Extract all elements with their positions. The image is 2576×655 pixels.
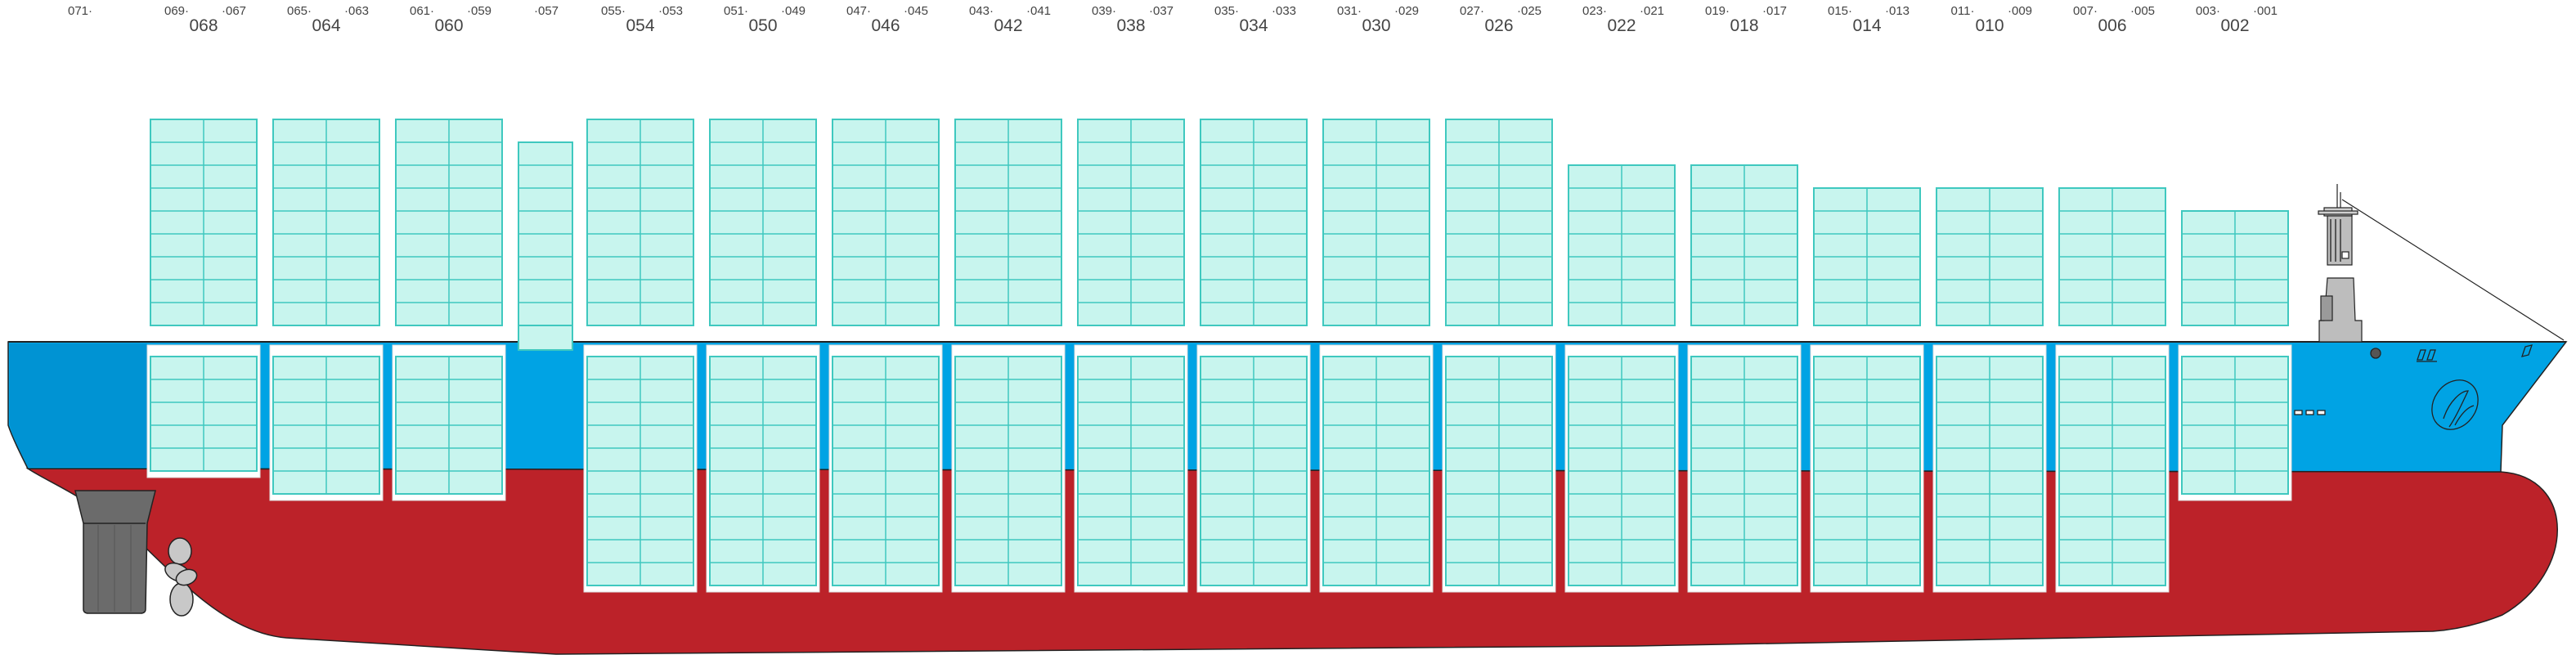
bay-label-stern: 071· — [68, 4, 92, 18]
hold-stack-006 — [2058, 356, 2166, 586]
bay-label-fore: 051· — [724, 4, 748, 18]
deck-stack-010 — [1936, 187, 2044, 326]
hold-stack-054 — [586, 356, 694, 586]
bay-label-even: 068 — [189, 16, 218, 35]
bay-label-fore: 039· — [1092, 4, 1116, 18]
bay-label-aft: ·037 — [1149, 4, 1174, 18]
bay-label-even: 054 — [626, 16, 654, 35]
bay-label-fore: 027· — [1460, 4, 1484, 18]
deck-stack-054 — [586, 119, 694, 326]
bay-label-fore: 043· — [969, 4, 994, 18]
bay-label-aft: ·001 — [2253, 4, 2278, 18]
hold-stack-038 — [1077, 356, 1185, 586]
bay-labels: 069· ·067 068 065· ·063 064 061· ·059 060 055· ·05… — [68, 4, 2278, 35]
bay-label-even: 064 — [312, 16, 340, 35]
deck-stack-034 — [1200, 119, 1308, 326]
hold-stack-010 — [1936, 356, 2044, 586]
bay-label-fore: 035· — [1214, 4, 1239, 18]
bay-label-aft: ·059 — [467, 4, 491, 18]
hold-stack-002 — [2181, 356, 2289, 495]
bay-label-aft: ·021 — [1640, 4, 1664, 18]
hold-stack-060 — [395, 356, 503, 495]
bay-label-even: 034 — [1239, 16, 1268, 35]
hold-stack-022 — [1568, 356, 1676, 586]
bay-label-single: ·057 — [534, 4, 559, 18]
bay-label-even: 060 — [434, 16, 463, 35]
bay-label-fore: 031· — [1337, 4, 1362, 18]
deck-stack-050 — [709, 119, 817, 326]
deck-stack-006 — [2058, 187, 2166, 326]
deck-stack-030 — [1322, 119, 1430, 326]
deck-stack-057 — [518, 141, 573, 326]
bay-label-fore: 019· — [1705, 4, 1730, 18]
bay-label-fore: 023· — [1582, 4, 1607, 18]
bay-label-fore: 011· — [1951, 4, 1975, 18]
bay-label-aft: ·025 — [1517, 4, 1542, 18]
bay-label-even: 014 — [1852, 16, 1881, 35]
bay-label-fore: 055· — [601, 4, 626, 18]
bay-label-even: 022 — [1607, 16, 1636, 35]
bay-label-aft: ·063 — [344, 4, 369, 18]
container-stacks — [146, 119, 2292, 593]
hold-stack-018 — [1690, 356, 1798, 586]
hold-stack-042 — [954, 356, 1062, 586]
bay-label-even: 010 — [1975, 16, 2004, 35]
hold-stack-030 — [1322, 356, 1430, 586]
hold-stack-014 — [1813, 356, 1921, 586]
hold-stack-046 — [832, 356, 940, 586]
deck-stack-014 — [1813, 187, 1921, 326]
stern-shade — [10, 343, 147, 467]
bay-label-even: 002 — [2220, 16, 2249, 35]
bay-label-aft: ·033 — [1272, 4, 1296, 18]
bay-label-even: 026 — [1484, 16, 1513, 35]
bay-label-aft: ·029 — [1394, 4, 1419, 18]
bridge-superstructure — [2318, 184, 2565, 343]
bay-label-even: 050 — [748, 16, 777, 35]
bay-label-fore: 061· — [410, 4, 434, 18]
bay-label-fore: 015· — [1828, 4, 1852, 18]
bay-label-even: 030 — [1362, 16, 1390, 35]
bay-label-even: 042 — [994, 16, 1022, 35]
bay-label-aft: ·009 — [2008, 4, 2032, 18]
bay-label-aft: ·053 — [658, 4, 683, 18]
deck-stack-060 — [395, 119, 503, 326]
bay-label-even: 046 — [871, 16, 900, 35]
bay-label-even: 006 — [2098, 16, 2126, 35]
deck-stack-018 — [1690, 164, 1798, 326]
hold-stack-064 — [272, 356, 380, 495]
bay-label-aft: ·045 — [904, 4, 928, 18]
hold-stack-068 — [150, 356, 258, 472]
deck-stack-002 — [2181, 210, 2289, 326]
propeller — [164, 537, 198, 617]
hold-stack-050 — [709, 356, 817, 586]
single-bay-extension — [518, 325, 573, 351]
hold-stack-026 — [1445, 356, 1553, 586]
bay-label-aft: ·049 — [781, 4, 806, 18]
bay-label-aft: ·017 — [1762, 4, 1787, 18]
bay-label-fore: 065· — [287, 4, 312, 18]
bay-label-even: 038 — [1116, 16, 1145, 35]
deck-stack-038 — [1077, 119, 1185, 326]
bay-label-fore: 007· — [2073, 4, 2098, 18]
deck-stack-026 — [1445, 119, 1553, 326]
bay-label-aft: ·013 — [1885, 4, 1910, 18]
deck-stack-046 — [832, 119, 940, 326]
deck-stack-068 — [150, 119, 258, 326]
deck-stack-022 — [1568, 164, 1676, 326]
rudder — [74, 490, 156, 614]
bay-label-aft: ·041 — [1026, 4, 1051, 18]
bay-label-fore: 047· — [846, 4, 871, 18]
deck-stack-064 — [272, 119, 380, 326]
bay-label-fore: 069· — [164, 4, 189, 18]
bay-label-even: 018 — [1730, 16, 1758, 35]
bay-label-aft: ·067 — [222, 4, 246, 18]
bay-label-fore: 003· — [2196, 4, 2220, 18]
bay-label-aft: ·005 — [2130, 4, 2155, 18]
deck-stack-042 — [954, 119, 1062, 326]
bow-details — [2294, 344, 2533, 430]
hold-stack-034 — [1200, 356, 1308, 586]
